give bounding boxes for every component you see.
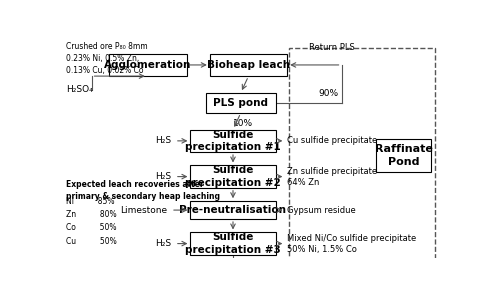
FancyBboxPatch shape [190,165,276,188]
FancyBboxPatch shape [109,54,186,76]
Text: H₂SO₄: H₂SO₄ [66,85,93,94]
Text: 10%: 10% [232,119,253,128]
Text: Pre-neutralisation: Pre-neutralisation [180,205,286,215]
Text: Expected leach recoveries after
primary & secondary heap leaching: Expected leach recoveries after primary … [66,180,220,201]
Text: Ni          85%: Ni 85% [66,197,115,206]
Text: Cu sulfide precipitate: Cu sulfide precipitate [287,136,378,145]
Text: Raffinate
Pond: Raffinate Pond [374,144,432,166]
FancyBboxPatch shape [206,93,276,113]
Text: Gypsum residue: Gypsum residue [287,206,356,215]
Text: H₂S: H₂S [155,136,171,145]
Text: H₂S: H₂S [155,239,171,248]
Text: Agglomeration: Agglomeration [104,60,192,70]
FancyBboxPatch shape [190,201,276,219]
Text: Co          50%: Co 50% [66,224,117,233]
Text: Bioheap leach: Bioheap leach [207,60,290,70]
Text: H₂S: H₂S [155,172,171,181]
FancyBboxPatch shape [210,54,287,76]
Text: 90%: 90% [318,90,338,99]
Text: Crushed ore P₈₀ 8mm
0.23% Ni, 0.5% Zn,
0.13% Cu, 0.02% Co: Crushed ore P₈₀ 8mm 0.23% Ni, 0.5% Zn, 0… [66,42,148,75]
FancyBboxPatch shape [376,139,430,172]
Text: Return PLS: Return PLS [309,43,354,52]
Text: Limestone: Limestone [120,206,167,215]
Text: Zn          80%: Zn 80% [66,210,117,219]
Text: Cu          50%: Cu 50% [66,237,117,246]
Text: PLS pond: PLS pond [213,98,268,108]
Text: Zn sulfide precipitate
64% Zn: Zn sulfide precipitate 64% Zn [287,166,378,187]
FancyBboxPatch shape [190,130,276,152]
FancyBboxPatch shape [190,232,276,255]
Text: Sulfide
precipitation #1: Sulfide precipitation #1 [185,130,281,152]
Text: Mixed Ni/Co sulfide precipitate
50% Ni, 1.5% Co: Mixed Ni/Co sulfide precipitate 50% Ni, … [287,233,416,254]
Text: Sulfide
precipitation #2: Sulfide precipitation #2 [185,165,281,188]
Text: Sulfide
precipitation #3: Sulfide precipitation #3 [185,232,281,255]
